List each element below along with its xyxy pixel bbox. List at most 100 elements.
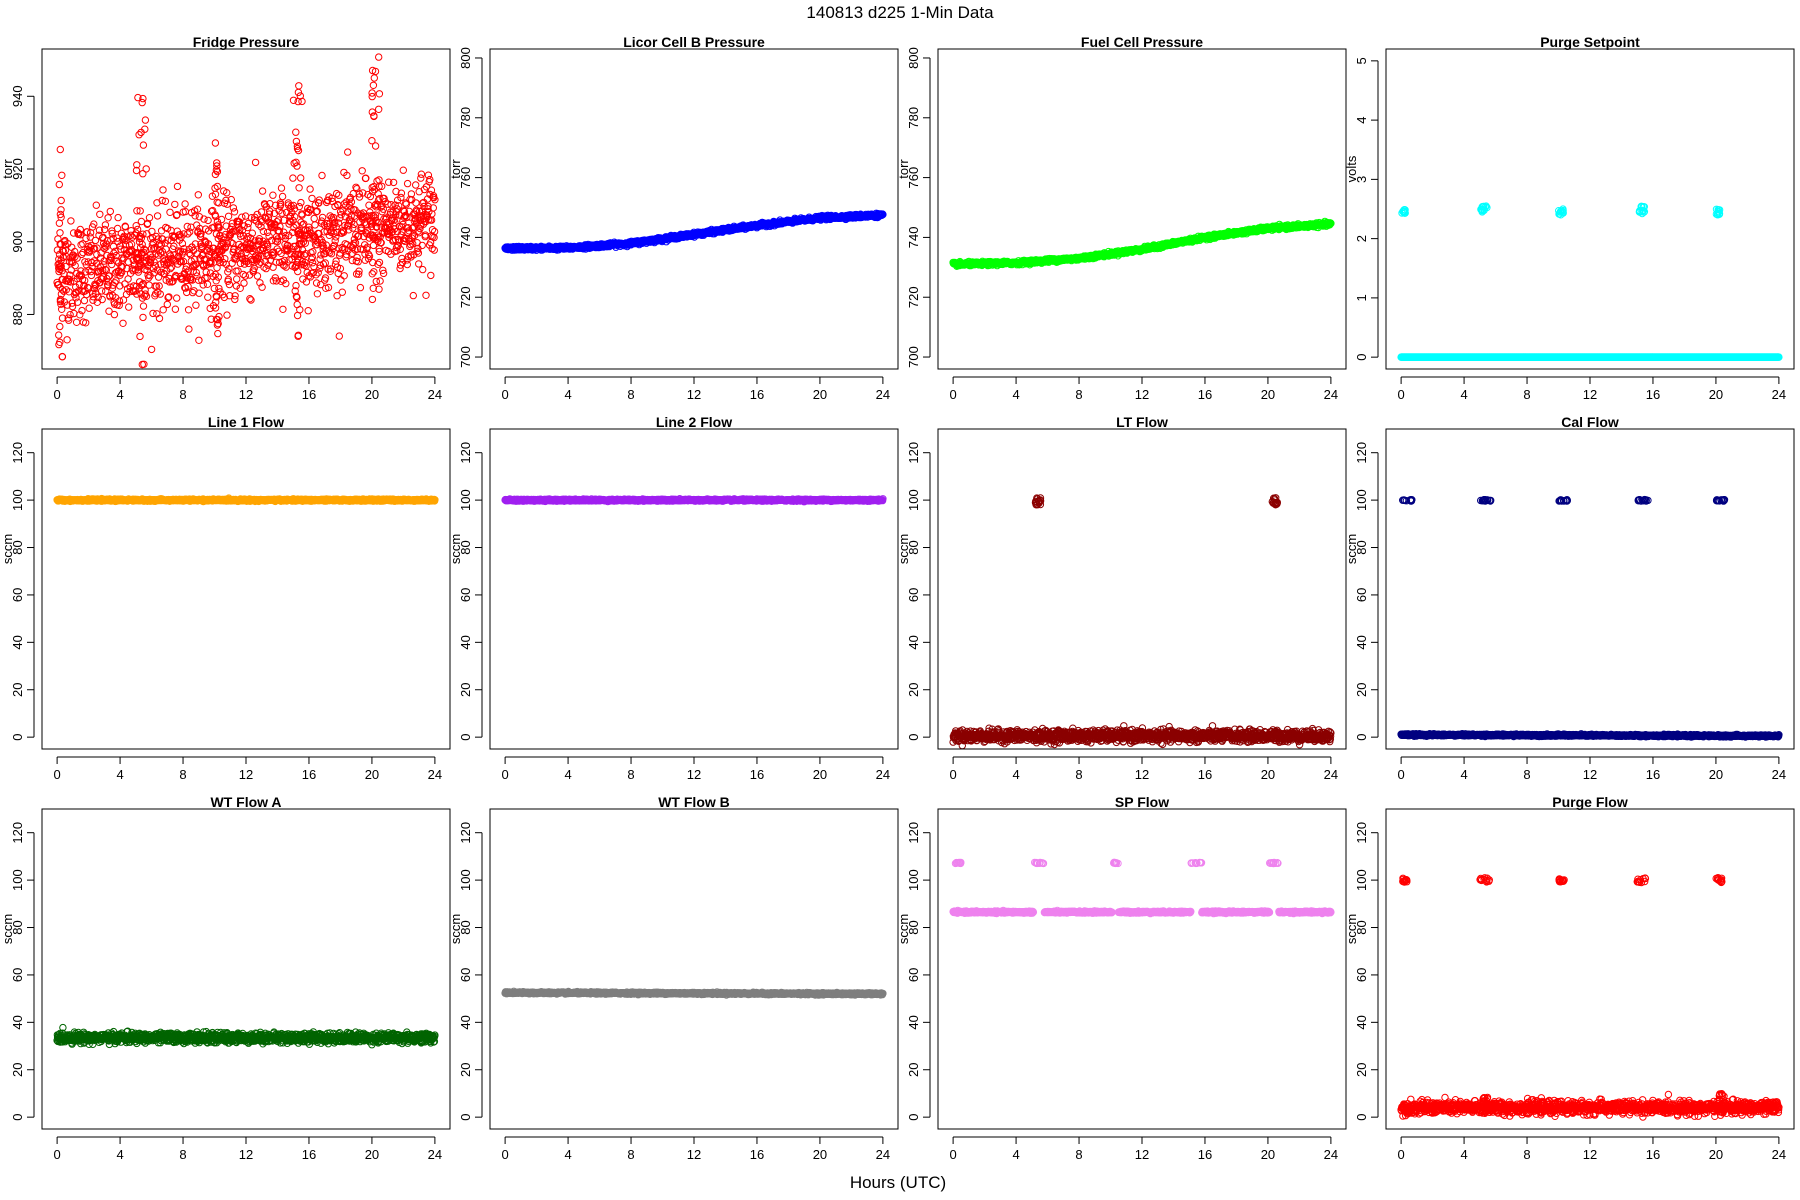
data-point [222,196,230,205]
data-point [230,245,238,253]
data-point [265,210,274,218]
data-point [58,171,66,180]
data-point [267,221,275,229]
data-point [239,270,247,279]
data-point [221,244,230,252]
data-point [292,262,300,270]
data-point [283,244,291,253]
data-point [100,257,108,265]
x-tick-label: 4 [1012,387,1019,402]
data-point [76,311,84,319]
data-point [200,215,208,223]
data-point [296,306,304,314]
data-point [255,235,264,243]
data-point [295,82,303,90]
figure-title: 140813 d225 1-Min Data [806,3,994,22]
data-point [355,190,363,198]
data-point [253,272,262,280]
data-point [332,189,341,198]
data-point [330,229,338,238]
data-point [113,224,122,233]
data-point [87,271,96,280]
data-point [101,221,110,229]
data-point [199,281,207,289]
y-tick-label: 800 [906,47,921,69]
data-point [155,282,163,290]
data-point [281,232,290,240]
data-point [302,278,311,286]
data-point [194,191,203,199]
data-point [173,211,181,219]
data-point [246,295,254,303]
data-point [278,192,287,201]
data-point [312,279,321,287]
data-point [212,230,221,238]
data-point [240,260,249,268]
data-point [110,249,118,257]
data-point [147,345,156,354]
data-point [72,318,81,326]
data-point [136,332,144,341]
data-point [96,279,104,287]
data-point [173,294,181,302]
data-point [207,258,215,266]
data-point [67,266,75,274]
data-point [171,305,180,313]
data-point [268,251,277,260]
data-point [76,231,85,239]
data-point [166,264,175,273]
data-point [326,212,334,220]
y-tick-label: 720 [906,286,921,308]
data-point [154,235,162,243]
data-point [55,340,63,349]
y-tick-label: 900 [10,231,25,253]
data-point [353,245,362,253]
data-point [164,293,172,302]
data-point [57,196,65,205]
data-point [375,105,383,114]
y-tick-label: 940 [10,85,25,107]
data-point [210,223,218,231]
data-point [369,81,378,90]
data-point [173,182,182,191]
data-point [63,336,71,344]
data-point [91,236,100,245]
data-point [314,269,322,277]
data-point [164,236,172,244]
data-point [94,277,102,285]
data-point [349,224,357,232]
data-point [424,171,433,179]
data-point [100,244,109,253]
data-point [368,270,376,278]
data-point [184,282,192,291]
data-point [60,270,68,278]
data-point [355,267,363,275]
data-point [226,292,234,300]
data-point [305,226,314,234]
data-point [368,108,376,116]
data-point [278,209,286,217]
x-tick-label: 16 [1198,387,1212,402]
data-point [80,296,89,305]
data-point [225,265,233,273]
data-point [115,297,124,305]
data-point [237,250,246,258]
data-point [137,281,146,290]
data-point [240,222,248,230]
data-point [285,217,294,225]
data-point [186,228,194,236]
data-point [224,212,233,221]
data-point [156,290,165,298]
data-point [197,242,206,251]
data-point [193,205,202,213]
data-point [68,299,76,307]
data-point [142,165,150,173]
y-tick-label: 800 [458,47,473,69]
data-point [257,208,266,216]
data-point [335,332,343,340]
data-point [259,227,268,236]
data-point [89,289,97,297]
data-point [78,250,86,259]
data-point [82,319,90,327]
